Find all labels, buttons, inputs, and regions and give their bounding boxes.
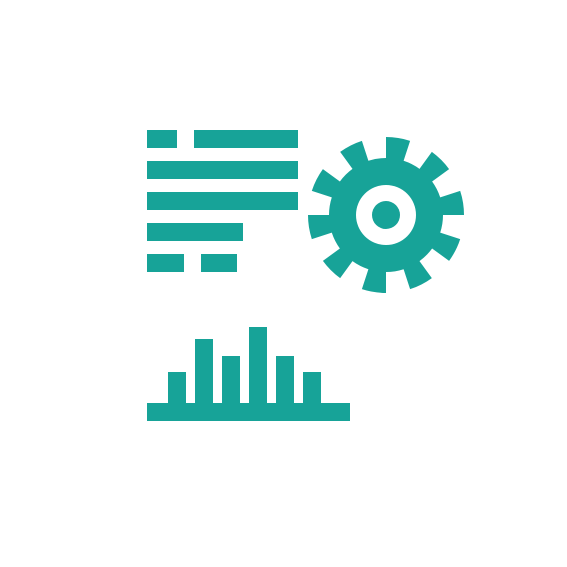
chart-bar-2 xyxy=(222,356,240,403)
chart-bar-4 xyxy=(276,356,294,403)
text-line-3 xyxy=(147,192,298,210)
text-line-4 xyxy=(147,223,243,241)
chart-bar-1 xyxy=(195,339,213,403)
text-line-2 xyxy=(147,161,298,179)
chart-bar-3 xyxy=(249,327,267,403)
text-line-0 xyxy=(147,130,177,148)
text-line-6 xyxy=(201,254,237,272)
chart-baseline xyxy=(147,403,350,421)
text-line-1 xyxy=(194,130,298,148)
text-line-5 xyxy=(147,254,184,272)
gear-icon xyxy=(308,137,464,293)
chart-bar-0 xyxy=(168,372,186,403)
chart-bar-5 xyxy=(303,372,321,403)
infographic-canvas xyxy=(0,0,567,567)
